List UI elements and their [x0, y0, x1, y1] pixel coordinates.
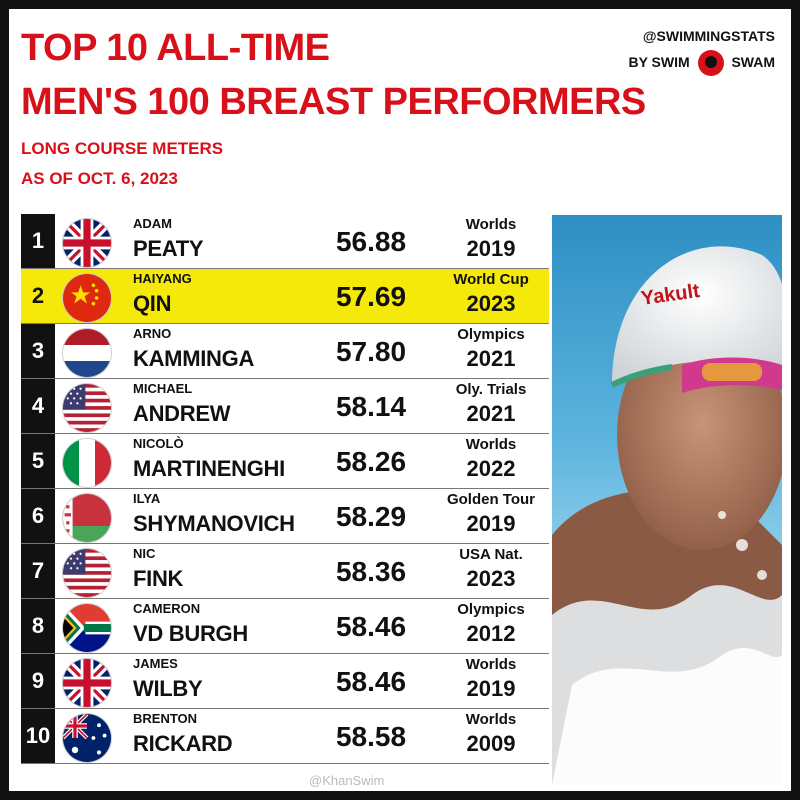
watermark: @KhanSwim [309, 773, 385, 788]
it-flag-icon [63, 439, 111, 487]
swimswam-logo-icon [697, 50, 724, 77]
us-flag-icon [63, 384, 111, 432]
swimmer-illustration: Yakult [552, 246, 782, 785]
first-name: JAMES [133, 656, 178, 671]
swim-time: 58.26 [335, 446, 407, 477]
gb-flag-icon [63, 659, 111, 707]
last-name: MARTINENGHI [133, 456, 285, 481]
table-row: 6 ILYA SHYMANOVICH 58.29 Golden Tour 2019 [21, 489, 549, 544]
rankings-table: 1 ADAM PEATY 56.88 Worlds 2019 2 HAIYANG QIN 57.6… [21, 214, 549, 764]
meet-name: Worlds [465, 711, 517, 728]
last-name: RICKARD [133, 731, 233, 756]
meet-year: 2021 [466, 346, 516, 371]
subtitle-course: LONG COURSE METERS [21, 139, 224, 158]
rank-cell: 7 [21, 544, 55, 598]
meet-name: World Cup [453, 271, 529, 288]
infographic-frame: TOP 10 ALL-TIME MEN'S 100 BREAST PERFORM… [9, 9, 791, 791]
brand-line: BY SWIM SWAM [628, 49, 775, 77]
last-name: WILBY [133, 676, 203, 701]
meet-year: 2009 [466, 731, 516, 756]
swim-time: 56.88 [335, 226, 407, 257]
za-flag-icon [63, 604, 111, 652]
brand-name: SWAM [731, 54, 775, 70]
rank-cell: 3 [21, 324, 55, 378]
brand-block: @SWIMMINGSTATS BY SWIM SWAM [628, 23, 775, 77]
meet-name: Worlds [465, 216, 517, 233]
table-row: 4 MICHAEL ANDREW 58.14 Oly. Trials 2021 [21, 379, 549, 434]
swimmer-photo: Yakult [552, 215, 782, 785]
brand-by: BY SWIM [628, 54, 690, 70]
last-name: KAMMINGA [133, 346, 255, 371]
swim-time: 58.14 [335, 391, 407, 422]
table-row: 1 ADAM PEATY 56.88 Worlds 2019 [21, 214, 549, 269]
table-row: 7 NIC FINK 58.36 USA Nat. 2023 [21, 544, 549, 599]
meet-name: Oly. Trials [455, 381, 527, 398]
title-line-2: MEN'S 100 BREAST PERFORMERS [21, 81, 646, 123]
first-name: ADAM [133, 216, 172, 231]
meet-name: USA Nat. [459, 546, 523, 563]
first-name: ARNO [133, 326, 172, 341]
meet-year: 2021 [466, 401, 516, 426]
meet-year: 2022 [466, 456, 516, 481]
rank-cell: 5 [21, 434, 55, 488]
meet-name: Worlds [465, 436, 517, 453]
first-name: ILYA [133, 491, 161, 506]
subtitle-date: AS OF OCT. 6, 2023 [21, 169, 178, 188]
gb-flag-icon [63, 219, 111, 267]
meet-year: 2012 [466, 621, 516, 646]
last-name: VD BURGH [133, 621, 248, 646]
table-row: 2 HAIYANG QIN 57.69 World Cup 2023 [21, 269, 549, 324]
table-row: 5 NICOLÒ MARTINENGHI 58.26 Worlds 2022 [21, 434, 549, 489]
meet-name: Olympics [457, 601, 525, 618]
first-name: CAMERON [133, 601, 201, 616]
meet-year: 2023 [466, 566, 516, 591]
swim-time: 58.29 [335, 501, 407, 532]
brand-handle: @SWIMMINGSTATS [642, 28, 775, 44]
swim-time: 57.69 [335, 281, 407, 312]
first-name: HAIYANG [133, 271, 192, 286]
by-flag-icon [63, 494, 111, 542]
meet-year: 2019 [466, 676, 516, 701]
table-row: 8 CAMERON VD BURGH 58.46 Olympics 2012 [21, 599, 549, 654]
swim-time: 58.36 [335, 556, 407, 587]
meet-name: Golden Tour [446, 491, 536, 508]
meet-year: 2019 [466, 511, 516, 536]
first-name: NIC [133, 546, 156, 561]
rank-cell: 6 [21, 489, 55, 543]
table-row: 3 ARNO KAMMINGA 57.80 Olympics 2021 [21, 324, 549, 379]
last-name: QIN [133, 291, 172, 316]
au-flag-icon [63, 714, 111, 762]
title-line-1: TOP 10 ALL-TIME [21, 27, 330, 69]
last-name: FINK [133, 566, 184, 591]
rank-cell: 10 [21, 709, 55, 763]
meet-name: Worlds [465, 656, 517, 673]
last-name: SHYMANOVICH [133, 511, 295, 536]
table-row: 9 JAMES WILBY 58.46 Worlds 2019 [21, 654, 549, 709]
cn-flag-icon [63, 274, 111, 322]
rank-cell: 4 [21, 379, 55, 433]
meet-year: 2019 [466, 236, 516, 261]
meet-year: 2023 [466, 291, 516, 316]
first-name: BRENTON [133, 711, 198, 726]
last-name: ANDREW [133, 401, 231, 426]
rank-cell: 8 [21, 599, 55, 653]
nl-flag-icon [63, 329, 111, 377]
swim-time: 58.46 [335, 666, 407, 697]
last-name: PEATY [133, 236, 204, 261]
first-name: MICHAEL [133, 381, 193, 396]
first-name: NICOLÒ [133, 436, 184, 451]
rank-cell: 1 [21, 214, 55, 268]
swim-time: 57.80 [335, 336, 407, 367]
rank-cell: 2 [21, 269, 55, 323]
us-flag-icon [63, 549, 111, 597]
table-row: 10 BRENTON RICKARD 58.58 Worlds 2009 [21, 709, 549, 764]
swim-time: 58.46 [335, 611, 407, 642]
rank-cell: 9 [21, 654, 55, 708]
meet-name: Olympics [457, 326, 525, 343]
swim-time: 58.58 [335, 721, 407, 752]
